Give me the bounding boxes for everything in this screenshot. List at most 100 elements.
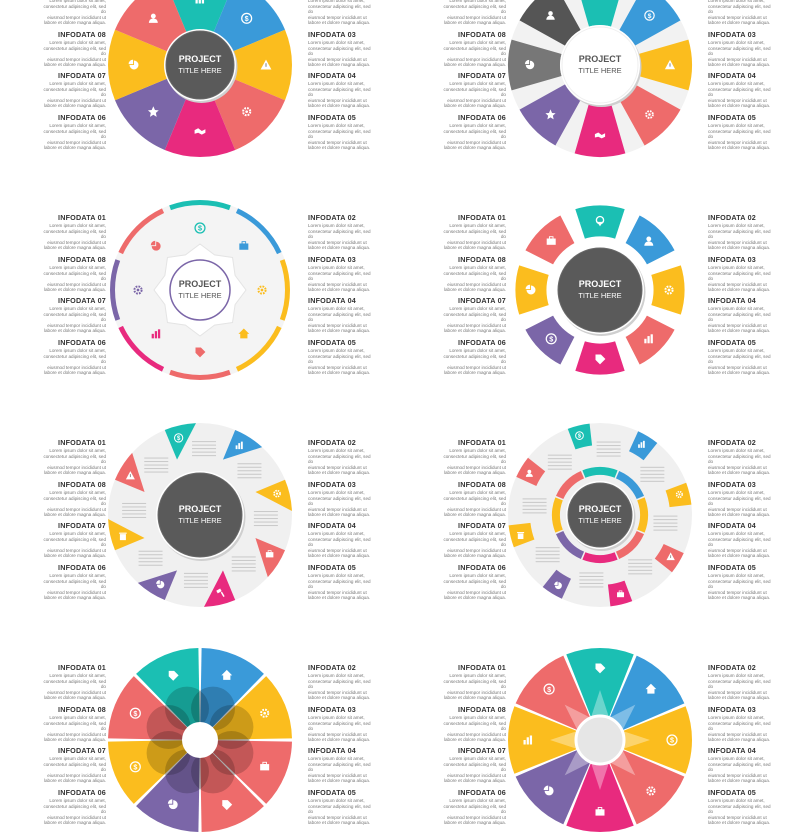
center-title-4: PROJECT TITLE HERE bbox=[556, 246, 646, 336]
infodata-body-line: eiusmod tempor incididunt ut bbox=[308, 547, 367, 553]
infodata-body: Lorem ipsum dolor sit amet, consectetur a… bbox=[708, 40, 776, 68]
tag-icon bbox=[595, 354, 606, 365]
wedge-6 bbox=[515, 749, 591, 825]
flower-center bbox=[182, 722, 218, 758]
infodata-label-05: INFODATA 05 Lorem ipsum dolor sit amet, co… bbox=[708, 338, 776, 376]
infodata-label-05: INFODATA 05 Lorem ipsum dolor sit amet, co… bbox=[308, 113, 376, 151]
infodata-body-line: consectetur adipiscing elit, sed do bbox=[443, 678, 506, 690]
infodata-title: INFODATA 03 bbox=[308, 255, 356, 264]
pin-icon bbox=[595, 215, 605, 227]
infodata-body-line: consectetur adipiscing elit, sed do bbox=[308, 128, 371, 140]
infodata-body-line: consectetur adipiscing elit, sed do bbox=[443, 453, 506, 465]
center-title-line2: TITLE HERE bbox=[178, 291, 221, 300]
infodata-body-line: labore et dolore magna aliqua. bbox=[708, 695, 771, 701]
dollar-icon: $ bbox=[543, 683, 555, 695]
infodata-body-line: eiusmod tempor incididunt ut bbox=[308, 772, 367, 778]
infodata-body-line: consectetur adipiscing elit, sed do bbox=[308, 495, 371, 507]
infodata-body-line: labore et dolore magna aliqua. bbox=[443, 103, 506, 109]
infodata-body: Lorem ipsum dolor sit amet, consectetur a… bbox=[438, 123, 506, 151]
infodata-body-line: consectetur adipiscing elit, sed do bbox=[308, 228, 371, 240]
infodata-body-line: eiusmod tempor incididunt ut bbox=[447, 322, 506, 328]
infodata-title: INFODATA 08 bbox=[58, 705, 106, 714]
infodata-body-line: labore et dolore magna aliqua. bbox=[708, 470, 771, 476]
infodata-body-line: consectetur adipiscing elit, sed do bbox=[443, 128, 506, 140]
chart-icon bbox=[195, 0, 205, 4]
infodata-body-line: eiusmod tempor incididunt ut bbox=[708, 464, 767, 470]
infodata-body-line: Lorem ipsum dolor sit amet, bbox=[708, 40, 765, 45]
infodata-body-line: consectetur adipiscing elit, sed do bbox=[43, 678, 106, 690]
petal-3 bbox=[200, 740, 292, 804]
infodata-title: INFODATA 07 bbox=[458, 521, 506, 530]
home-icon bbox=[238, 328, 250, 339]
infodata-label-03: INFODATA 03 Lorem ipsum dolor sit amet, co… bbox=[708, 480, 776, 518]
infodata-body-line: Lorem ipsum dolor sit amet, bbox=[49, 223, 106, 228]
infodata-body-line: labore et dolore magna aliqua. bbox=[708, 328, 771, 334]
infodata-body-line: consectetur adipiscing elit, sed do bbox=[43, 128, 106, 140]
cycle-diagram-6: $ PROJECT TITLE HERE bbox=[508, 423, 692, 607]
inner-arc-4 bbox=[615, 530, 645, 560]
petal-6 bbox=[108, 740, 200, 804]
svg-text:$: $ bbox=[648, 13, 652, 20]
infodata-body-line: eiusmod tempor incididunt ut bbox=[308, 814, 367, 820]
petal-2 bbox=[200, 676, 292, 740]
infodata-body-line: consectetur adipiscing elit, sed do bbox=[443, 45, 506, 57]
infodata-label-05: INFODATA 05 Lorem ipsum dolor sit amet, co… bbox=[708, 113, 776, 151]
infodata-body-line: labore et dolore magna aliqua. bbox=[308, 245, 371, 251]
infodata-body-line: Lorem ipsum dolor sit amet, bbox=[708, 448, 765, 453]
infodata-body-line: labore et dolore magna aliqua. bbox=[308, 553, 371, 559]
infodata-body-line: consectetur adipiscing elit, sed do bbox=[708, 495, 771, 507]
infodata-body-line: labore et dolore magna aliqua. bbox=[43, 328, 106, 334]
segment-5 bbox=[164, 65, 236, 157]
dollar-icon: $ bbox=[241, 12, 253, 24]
infodata-title: INFODATA 06 bbox=[458, 113, 506, 122]
infodata-body-line: eiusmod tempor incididunt ut bbox=[308, 731, 367, 737]
infodata-body-line: labore et dolore magna aliqua. bbox=[43, 820, 106, 826]
infodata-body-line: labore et dolore magna aliqua. bbox=[43, 512, 106, 518]
infodata-body-line: consectetur adipiscing elit, sed do bbox=[308, 3, 371, 15]
infodata-body: Lorem ipsum dolor sit amet, consectetur a… bbox=[438, 715, 506, 743]
user-icon bbox=[148, 13, 158, 23]
infodata-body-line: Lorem ipsum dolor sit amet, bbox=[449, 223, 506, 228]
infodata-title: INFODATA 04 bbox=[708, 521, 756, 530]
cycle-diagram-8: $$ bbox=[508, 648, 692, 832]
infodata-body: Lorem ipsum dolor sit amet, consectetur a… bbox=[308, 490, 376, 518]
infodata-body-line: consectetur adipiscing elit, sed do bbox=[308, 45, 371, 57]
infodata-title: INFODATA 08 bbox=[458, 255, 506, 264]
infodata-body-line: labore et dolore magna aliqua. bbox=[308, 103, 371, 109]
infodata-label-06: INFODATA 06 Lorem ipsum dolor sit amet, co… bbox=[38, 338, 106, 376]
infodata-body-line: consectetur adipiscing elit, sed do bbox=[43, 270, 106, 282]
infodata-body: Lorem ipsum dolor sit amet, consectetur a… bbox=[308, 348, 376, 376]
infodata-body-line: eiusmod tempor incididunt ut bbox=[47, 239, 106, 245]
infodata-body-line: labore et dolore magna aliqua. bbox=[43, 287, 106, 293]
infodata-body: Lorem ipsum dolor sit amet, consectetur a… bbox=[308, 40, 376, 68]
infodata-body-line: eiusmod tempor incididunt ut bbox=[47, 464, 106, 470]
infodata-title: INFODATA 03 bbox=[308, 705, 356, 714]
infodata-body-line: eiusmod tempor incididunt ut bbox=[447, 589, 506, 595]
infodata-body-line: eiusmod tempor incididunt ut bbox=[447, 689, 506, 695]
infodata-body: Lorem ipsum dolor sit amet, consectetur a… bbox=[38, 306, 106, 334]
infodata-body: Lorem ipsum dolor sit amet, consectetur a… bbox=[438, 673, 506, 701]
infodata-body-line: consectetur adipiscing elit, sed do bbox=[708, 86, 771, 98]
briefcase-icon bbox=[265, 550, 274, 558]
infodata-body-line: labore et dolore magna aliqua. bbox=[308, 287, 371, 293]
infodata-body-line: consectetur adipiscing elit, sed do bbox=[443, 86, 506, 98]
inner-arc-6 bbox=[555, 530, 585, 560]
infodata-body-line: consectetur adipiscing elit, sed do bbox=[43, 86, 106, 98]
infodata-body-line: labore et dolore magna aliqua. bbox=[43, 695, 106, 701]
infodata-body-line: Lorem ipsum dolor sit amet, bbox=[708, 490, 765, 495]
briefcase-icon bbox=[239, 241, 249, 250]
infodata-title: INFODATA 03 bbox=[308, 480, 356, 489]
infodata-body-line: eiusmod tempor incididunt ut bbox=[308, 464, 367, 470]
infodata-title: INFODATA 07 bbox=[58, 521, 106, 530]
infodata-body: Lorem ipsum dolor sit amet, consectetur a… bbox=[308, 448, 376, 476]
infodata-body-line: labore et dolore magna aliqua. bbox=[708, 20, 771, 26]
callout-3 bbox=[255, 479, 292, 511]
infodata-body-line: labore et dolore magna aliqua. bbox=[43, 553, 106, 559]
infodata-body-line: Lorem ipsum dolor sit amet, bbox=[708, 798, 765, 803]
callout-4 bbox=[255, 537, 285, 578]
infodata-body-line: eiusmod tempor incididunt ut bbox=[47, 97, 106, 103]
wedge-4 bbox=[609, 749, 685, 825]
infodata-body-line: consectetur adipiscing elit, sed do bbox=[443, 803, 506, 815]
infodata-body-line: labore et dolore magna aliqua. bbox=[708, 370, 771, 376]
gear-icon bbox=[273, 489, 281, 498]
